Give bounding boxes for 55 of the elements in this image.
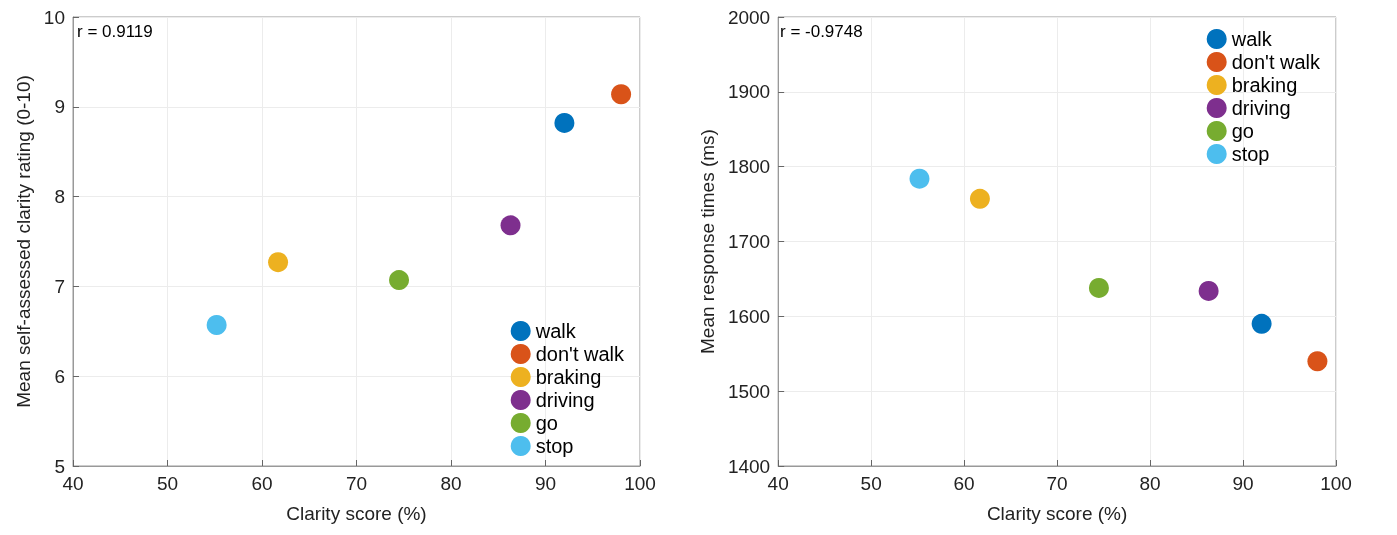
point — [389, 270, 410, 291]
legend-label: don't walk — [1231, 51, 1321, 73]
x-tick-label: 70 — [1046, 473, 1068, 494]
x-tick-label: 90 — [1232, 473, 1254, 494]
legend-label: stop — [535, 435, 574, 457]
y-axis-title: Mean self-assessed clarity rating (0-10) — [12, 75, 34, 408]
point — [500, 215, 521, 236]
x-tick-label: 80 — [440, 473, 462, 494]
annotation: r = -0.9748 — [780, 22, 863, 41]
y-tick-label: 1600 — [727, 305, 771, 327]
y-tick-label: 5 — [54, 455, 65, 477]
y-tick-label: 1900 — [727, 81, 771, 103]
legend-label: stop — [1231, 143, 1270, 165]
y-axis-title: Mean response times (ms) — [697, 129, 718, 354]
legend-label: driving — [535, 389, 595, 411]
y-tick-label: 1800 — [727, 156, 771, 178]
y-tick-label: 7 — [54, 275, 65, 297]
point — [1198, 280, 1219, 301]
x-tick-label: 90 — [534, 473, 557, 494]
x-tick-label: 40 — [62, 473, 84, 494]
x-tick-label: 50 — [156, 473, 179, 494]
legend-label: braking — [535, 366, 602, 388]
legend-label: driving — [1231, 97, 1291, 119]
y-tick-label: 9 — [54, 96, 65, 118]
x-tick-label: 80 — [1139, 473, 1161, 494]
y-tick-label: 6 — [54, 365, 65, 387]
x-tick-label: 50 — [860, 473, 882, 494]
point — [1307, 351, 1328, 372]
x-tick-label: 70 — [345, 473, 368, 494]
x-axis-title: Clarity score (%) — [286, 503, 427, 524]
x-tick-label: 60 — [251, 473, 273, 494]
y-tick-label: 1700 — [727, 231, 771, 252]
point — [909, 168, 930, 189]
legend-label: braking — [1231, 74, 1298, 96]
point — [268, 252, 289, 273]
y-tick-label: 2000 — [727, 6, 771, 28]
x-axis-title: Clarity score (%) — [986, 503, 1128, 524]
x-tick-label: 100 — [624, 473, 656, 494]
x-tick-label: 100 — [1320, 473, 1352, 494]
legend-label: don't walk — [535, 343, 625, 365]
point — [1088, 277, 1109, 298]
y-tick-label: 10 — [43, 6, 65, 28]
point — [611, 84, 632, 105]
y-tick-label: 8 — [54, 186, 65, 208]
annotation: r = 0.9119 — [77, 22, 153, 41]
legend-label: walk — [1230, 28, 1273, 50]
x-tick-label: 60 — [953, 473, 975, 494]
legend-label: go — [1231, 120, 1254, 142]
legend-label: go — [535, 412, 558, 434]
point — [554, 112, 575, 133]
point — [969, 188, 990, 209]
y-tick-label: 1500 — [727, 380, 771, 402]
legend-label: walk — [534, 320, 577, 342]
point — [206, 315, 227, 336]
point — [1251, 313, 1272, 334]
